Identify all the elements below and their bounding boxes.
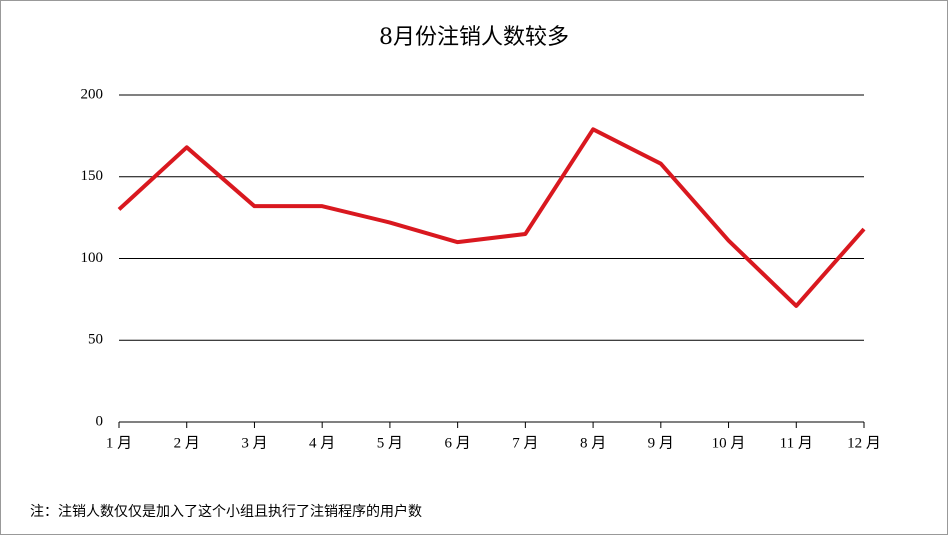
x-tick-label: 7 月 [512, 435, 538, 451]
x-tick-label: 12 月 [847, 435, 881, 451]
x-tick-label: 9 月 [648, 435, 674, 451]
x-tick-label: 2 月 [174, 435, 200, 451]
x-tick-label: 10 月 [712, 435, 746, 451]
y-tick-label: 150 [81, 168, 104, 184]
y-tick-label: 100 [81, 250, 104, 266]
x-tick-label: 6 月 [445, 435, 471, 451]
series-line [117, 127, 866, 308]
x-tick-label: 5 月 [377, 435, 403, 451]
y-tick-label: 50 [88, 332, 103, 348]
footnote: 注：注销人数仅仅是加入了这个小组且执行了注销程序的用户数 [30, 503, 422, 520]
y-tick-label: 200 [81, 86, 104, 102]
x-tick-label: 11 月 [780, 435, 813, 451]
x-tick-label: 3 月 [241, 435, 267, 451]
y-tick-label: 0 [96, 413, 104, 429]
chart-title: 8月份注销人数较多 [379, 25, 569, 50]
x-tick-label: 8 月 [580, 435, 606, 451]
x-tick-label: 1 月 [106, 435, 132, 451]
x-tick-label: 4 月 [309, 435, 335, 451]
